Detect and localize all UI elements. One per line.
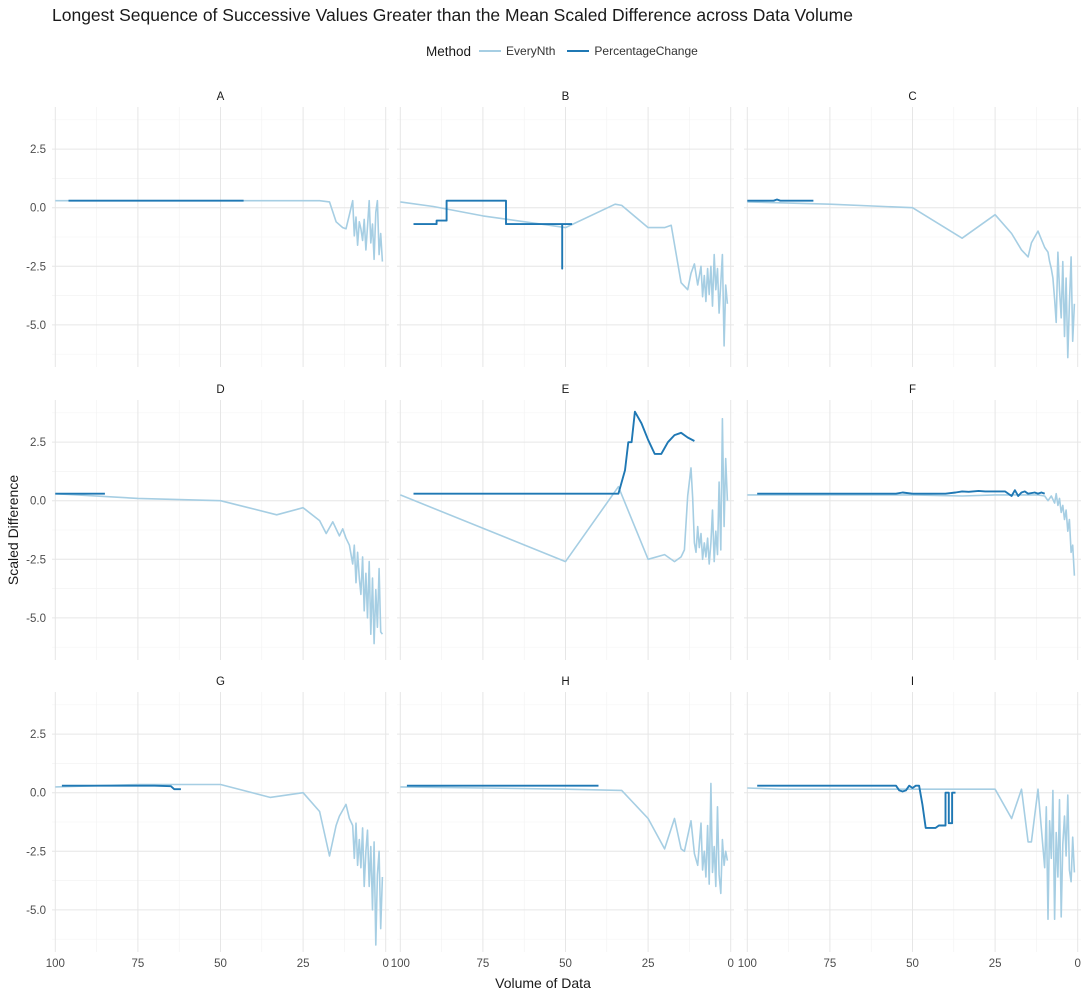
series-line-everynth [55, 199, 384, 262]
x-tick-label: 25 [297, 958, 310, 970]
panel-strip-label: B [562, 91, 570, 103]
y-tick-label: -2.5 [26, 554, 46, 566]
x-tick-label: 50 [214, 958, 227, 970]
panel-strip-label: F [909, 384, 916, 396]
y-tick-label: -5.0 [26, 905, 46, 917]
x-tick-label: 75 [477, 958, 490, 970]
panel-i: I 100 75 50 25 0 [738, 676, 1081, 970]
x-tick-label: 50 [906, 958, 919, 970]
y-tick-label: 0.0 [30, 203, 46, 215]
series-line-everynth [747, 787, 1076, 921]
x-axis-label: Volume of Data [495, 975, 591, 991]
panel-strip-label: A [217, 91, 225, 103]
panel-a: A 2.5 0.0 -2.5 -5.0 [26, 91, 389, 367]
panel-e: E [397, 384, 734, 660]
y-axis-label: Scaled Difference [5, 474, 21, 586]
legend-title: Method [426, 43, 472, 59]
panel-strip-label: G [216, 676, 225, 688]
panel-b: B [397, 91, 734, 367]
y-tick-label: -2.5 [26, 846, 46, 858]
x-tick-label: 25 [642, 958, 655, 970]
legend-key-everynth [479, 50, 502, 52]
series-line-everynth [747, 201, 1076, 359]
y-tick-label: -5.0 [26, 613, 46, 625]
series-line-percentagechange [61, 784, 181, 791]
y-tick-label: 2.5 [30, 729, 46, 741]
series-line-everynth [747, 492, 1076, 576]
series-line-percentagechange [413, 199, 573, 270]
x-tick-label: 0 [382, 958, 388, 970]
series-line-percentagechange [413, 410, 695, 495]
x-tick-label: 25 [989, 958, 1002, 970]
x-tick-label: 0 [1074, 958, 1080, 970]
panel-strip-label: C [908, 91, 916, 103]
panel-strip-label: D [216, 384, 224, 396]
legend-item-percentagechange: PercentageChange [567, 44, 698, 58]
y-tick-label: 2.5 [30, 144, 46, 156]
legend-label-percentagechange: PercentageChange [594, 44, 698, 58]
series-line-percentagechange [757, 489, 1046, 497]
legend: Method EveryNth PercentageChange [426, 42, 710, 60]
chart-title: Longest Sequence of Successive Values Gr… [52, 5, 853, 25]
series-line-percentagechange [757, 784, 956, 829]
x-tick-label: 100 [738, 958, 757, 970]
series-line-percentagechange [747, 198, 814, 202]
series-line-everynth [400, 417, 729, 565]
series-line-everynth [55, 492, 384, 645]
legend-label-everynth: EveryNth [506, 44, 556, 58]
x-tick-label: 100 [391, 958, 410, 970]
series-line-everynth [400, 782, 729, 895]
panel-f: F [744, 384, 1081, 660]
panel-strip-label: H [561, 676, 569, 688]
legend-key-percentagechange [567, 50, 590, 52]
x-tick-label: 50 [559, 958, 572, 970]
y-tick-label: 0.0 [30, 496, 46, 508]
x-tick-label: 75 [132, 958, 145, 970]
y-tick-label: -2.5 [26, 261, 46, 273]
panel-d: D 2.5 0.0 -2.5 -5.0 [26, 384, 389, 660]
legend-item-everynth: EveryNth [479, 44, 555, 58]
y-tick-label: 2.5 [30, 437, 46, 449]
series-line-everynth [55, 783, 384, 946]
panel-strip-label: I [911, 676, 914, 688]
panel-h: H 100 75 50 25 0 [391, 676, 734, 970]
series-line-everynth [400, 201, 729, 347]
panel-c: C [744, 91, 1081, 367]
panel-g: G 2.5 0.0 -2.5 -5.0 100 75 50 25 0 [26, 676, 389, 970]
y-tick-label: -5.0 [26, 320, 46, 332]
x-tick-label: 100 [46, 958, 65, 970]
panel-strip-label: E [562, 384, 570, 396]
x-tick-label: 75 [824, 958, 837, 970]
x-tick-label: 0 [727, 958, 733, 970]
y-tick-label: 0.0 [30, 788, 46, 800]
